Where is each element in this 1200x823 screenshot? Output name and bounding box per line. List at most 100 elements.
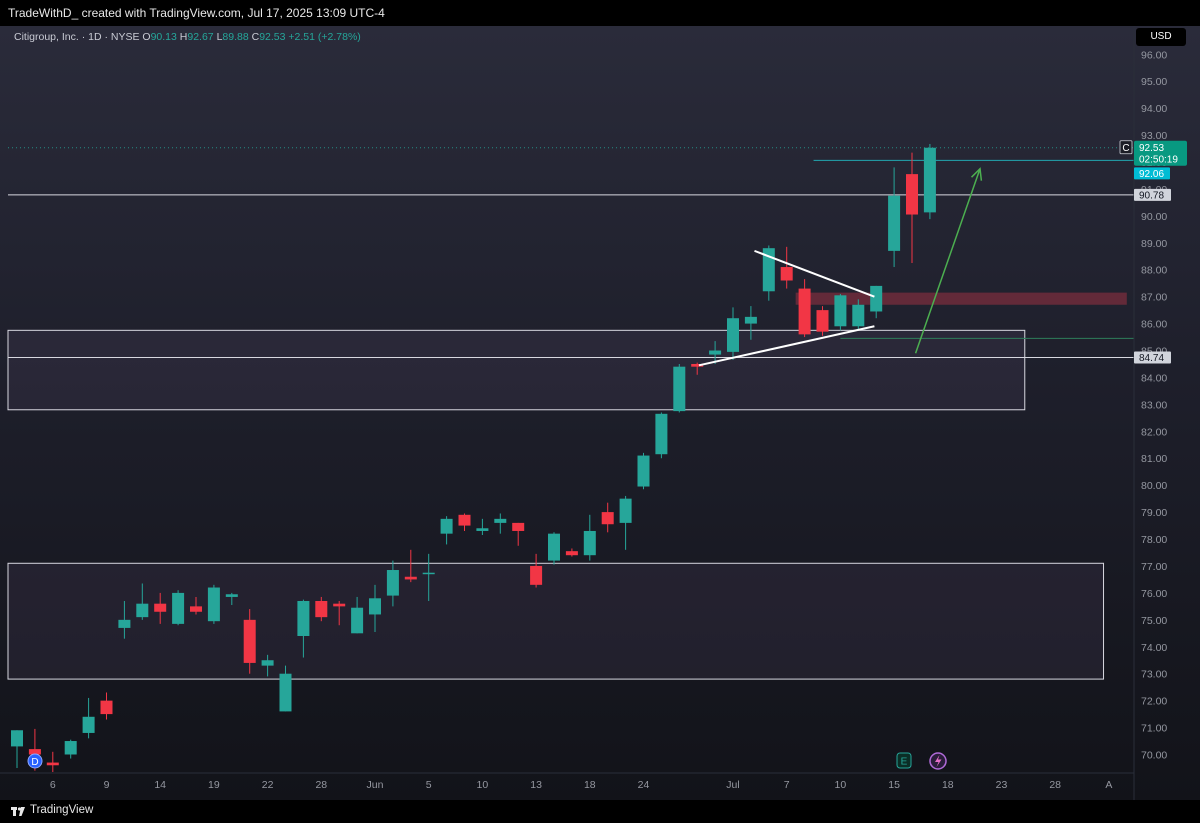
attribution-text: TradeWithD_ created with TradingView.com… [8,6,385,20]
time-tick-label: 14 [154,779,166,791]
candle-body [11,730,23,747]
price-tick-label: 72.00 [1141,696,1167,708]
candle [458,513,471,531]
time-tick-label: 6 [50,779,56,791]
candle-body [82,716,95,733]
candle-body [530,565,543,585]
candle [315,596,328,622]
close-label: C [251,31,260,43]
candle [834,293,847,331]
candle-body [494,518,507,523]
price-tick-label: 87.00 [1141,292,1167,304]
time-tick-label: 18 [584,779,596,791]
candle-body [583,530,596,556]
candle-body [709,350,722,355]
chart-area[interactable]: 96.0095.0094.0093.0092.0091.0090.0089.00… [0,26,1200,800]
candle-body [870,285,883,312]
candle-body [762,248,775,292]
price-tick-label: 81.00 [1141,453,1167,465]
candle [548,532,560,565]
bullish-arrow-head [970,167,983,181]
low-label: L [216,31,223,43]
time-tick-label: 24 [638,779,650,791]
lower-level-box [1134,351,1171,364]
price-tick-label: 78.00 [1141,534,1167,546]
symbol-legend[interactable]: Citigroup, Inc. · 1D · NYSE O90.13 H92.6… [14,31,361,43]
cyan-level-value: 92.06 [1139,169,1164,180]
candle [906,152,918,263]
candle [46,751,59,772]
dividend-marker-icon[interactable]: D [27,753,43,769]
candle-body [458,514,471,526]
levels-layer [8,147,1134,359]
price-tick-label: 74.00 [1141,642,1167,654]
candle-body [834,295,847,327]
time-tick-label: 23 [996,779,1008,791]
price-tick-label: 80.00 [1141,480,1167,492]
footer-bar: TradingView [0,800,1200,823]
candle [154,592,167,624]
earnings-marker-icon[interactable]: E [896,752,912,769]
candle [243,609,256,674]
candle-body [118,619,131,628]
time-tick-label: 13 [530,779,542,791]
high-label: H [179,31,188,43]
time-tick-label: 7 [784,779,790,791]
candle [816,306,829,336]
candle [565,548,578,557]
candle-body [906,174,918,215]
dividend-marker-label: D [31,757,38,768]
candle [655,412,668,459]
price-tick-label: 84.00 [1141,372,1167,384]
candle-body [888,195,901,251]
lower-level-tag: 84.74 [1134,351,1171,364]
candle-body [548,533,560,561]
candle [404,549,417,583]
attribution-bar: TradeWithD_ created with TradingView.com… [0,0,1200,26]
candle-body [136,603,149,618]
triangle-upper-trendline [754,249,875,298]
cyan-level-tag: 92.06 [1134,167,1170,180]
candle-body [512,522,525,531]
last-price-box [1134,140,1187,166]
candle-body [243,619,256,663]
candle [82,697,95,739]
candle [709,341,722,364]
candle-body [619,498,632,523]
time-tick-label: 10 [835,779,847,791]
open-value: 90.13 [150,31,177,43]
price-chart[interactable]: 96.0095.0094.0093.0092.0091.0090.0089.00… [0,26,1200,800]
flash-event-icon[interactable] [929,752,947,770]
candle [440,516,453,545]
candle [583,514,596,561]
price-tick-label: 96.00 [1141,49,1167,61]
price-tick-label: 79.00 [1141,507,1167,519]
candle [386,560,399,607]
last-price-prefix-box [1119,140,1133,155]
candle-body [655,413,668,455]
currency-badge[interactable]: USD [1136,28,1186,46]
candle [422,553,435,601]
bullish-arrow-shaft [914,168,981,354]
candle-body [154,603,167,612]
candle-body [476,528,489,531]
candle [780,246,793,289]
high-value: 92.67 [187,31,214,43]
candle [637,452,650,490]
candle-body [691,363,704,367]
last-price-countdown: 02:50:19 [1139,155,1178,166]
price-tick-label: 90.00 [1141,211,1167,223]
last-price-prefix: C [1122,143,1129,154]
candle [11,730,23,768]
candle [225,592,238,606]
candle [207,584,220,624]
candle-body [207,587,220,622]
candle-body [100,700,113,715]
candle-body [351,607,364,634]
candle [351,596,364,634]
candle [619,495,632,550]
candle-body [727,318,739,352]
candle [762,245,775,301]
